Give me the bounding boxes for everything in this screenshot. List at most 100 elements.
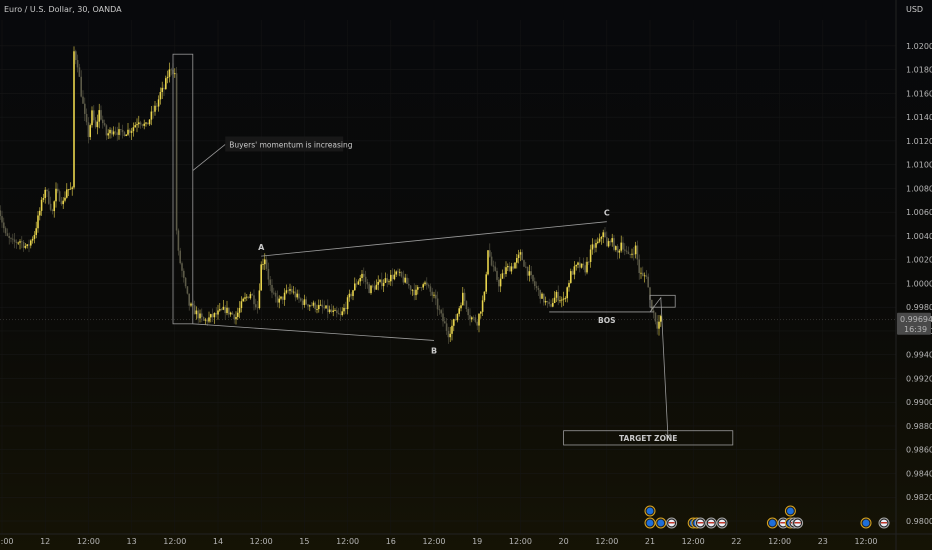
candle-body — [409, 285, 412, 290]
candle-body — [406, 277, 408, 285]
candle-body — [94, 120, 97, 128]
candle-body — [3, 222, 5, 229]
us-event-icon[interactable] — [705, 517, 717, 529]
candle-body — [67, 189, 70, 191]
candle-body — [287, 290, 289, 292]
candle-body — [62, 200, 64, 205]
eu-event-icon[interactable] — [766, 517, 778, 529]
candle-body — [577, 262, 579, 265]
channel-upper-line[interactable] — [261, 221, 607, 257]
candle-body — [53, 201, 55, 212]
eu-event-icon[interactable] — [644, 505, 656, 517]
candle-body — [42, 198, 45, 200]
candle-body — [616, 246, 619, 253]
candle-body — [476, 321, 478, 326]
candle-body — [168, 69, 171, 77]
candle-body — [607, 241, 610, 247]
x-tick-label: 12:00 — [422, 537, 445, 546]
us-event-icon[interactable] — [716, 517, 728, 529]
candle-body — [411, 289, 414, 291]
eu-event-icon[interactable] — [784, 505, 796, 517]
candle-body — [251, 294, 253, 296]
candle-body — [71, 187, 73, 189]
us-event-icon[interactable] — [694, 517, 706, 529]
resistance-box[interactable] — [649, 294, 676, 308]
x-axis[interactable]: 12:00 12 12:00 13 12:00 14 12:00 15 12:00 16 12:00… — [0, 533, 932, 546]
bos-label: BOS — [598, 316, 616, 325]
currency-label: USD — [906, 5, 923, 14]
candle-body — [6, 233, 9, 236]
candle-body — [420, 287, 423, 289]
candle-body — [642, 272, 644, 276]
candle-body — [82, 96, 84, 104]
candle-body — [595, 242, 597, 248]
candle-body — [280, 296, 282, 299]
countdown-value: 16:39 — [904, 325, 927, 334]
candle-body — [570, 271, 572, 283]
us-event-icon[interactable] — [878, 517, 890, 529]
candle-body — [120, 129, 122, 130]
candle-body — [12, 238, 14, 240]
momentum-pointer-line[interactable] — [192, 144, 226, 171]
eu-event-icon[interactable] — [860, 517, 872, 529]
candle-body — [37, 215, 39, 229]
candle-body — [483, 291, 486, 301]
momentum-box[interactable] — [172, 53, 194, 325]
candle-body — [381, 279, 383, 287]
candle-body — [273, 292, 275, 294]
candle-body — [314, 302, 316, 310]
candle-body — [240, 301, 243, 309]
candle-body — [282, 296, 284, 300]
candle-body — [136, 124, 138, 126]
y-axis[interactable]: 1.02000 1.01800 1.01600 1.01400 1.01200 1.010… — [895, 0, 932, 550]
us-event-icon[interactable] — [666, 517, 678, 529]
candle-body — [305, 299, 307, 305]
candle-body — [186, 286, 189, 294]
us-event-icon[interactable] — [792, 517, 804, 529]
candle-body — [384, 278, 387, 283]
candle-body — [487, 250, 489, 275]
candle-body — [575, 264, 577, 267]
candle-body — [64, 197, 66, 201]
candle-body — [424, 282, 426, 285]
candle-body — [100, 110, 102, 120]
x-tick-label: 12:00 — [509, 537, 532, 546]
candle-body — [571, 271, 574, 275]
candle-body — [341, 311, 343, 315]
candle-body — [69, 188, 72, 190]
candle-body — [519, 252, 522, 255]
candle-body — [80, 76, 82, 97]
candle-body — [609, 241, 612, 243]
candle-body — [177, 230, 180, 251]
eu-event-icon[interactable] — [644, 517, 656, 529]
candle-body — [548, 301, 550, 305]
candle-body — [364, 276, 367, 282]
target-zone-box[interactable] — [563, 430, 734, 446]
candle-body — [586, 261, 588, 273]
candle-body — [188, 293, 190, 306]
grid — [0, 20, 896, 534]
candle-body — [606, 237, 608, 247]
x-tick-label: 12:00 — [595, 537, 618, 546]
candles — [0, 46, 662, 344]
candle-body — [22, 241, 25, 248]
channel-lower-line[interactable] — [192, 323, 435, 341]
eu-event-icon[interactable] — [655, 517, 667, 529]
candle-body — [57, 188, 59, 192]
candle-body — [303, 299, 306, 306]
candle-body — [145, 122, 147, 124]
candle-body — [127, 129, 129, 135]
candle-body — [451, 325, 453, 334]
candle-body — [579, 262, 581, 268]
y-tick-label: 1.00200 — [906, 256, 932, 265]
y-tick-label: 1.01800 — [906, 66, 932, 75]
target-zone-label: TARGET ZONE — [619, 434, 677, 443]
candle-body — [31, 238, 34, 241]
candle-body — [87, 122, 90, 138]
candle-body — [363, 273, 365, 277]
candle-body — [55, 188, 57, 202]
candle-body — [96, 121, 99, 128]
candle-body — [467, 309, 469, 316]
